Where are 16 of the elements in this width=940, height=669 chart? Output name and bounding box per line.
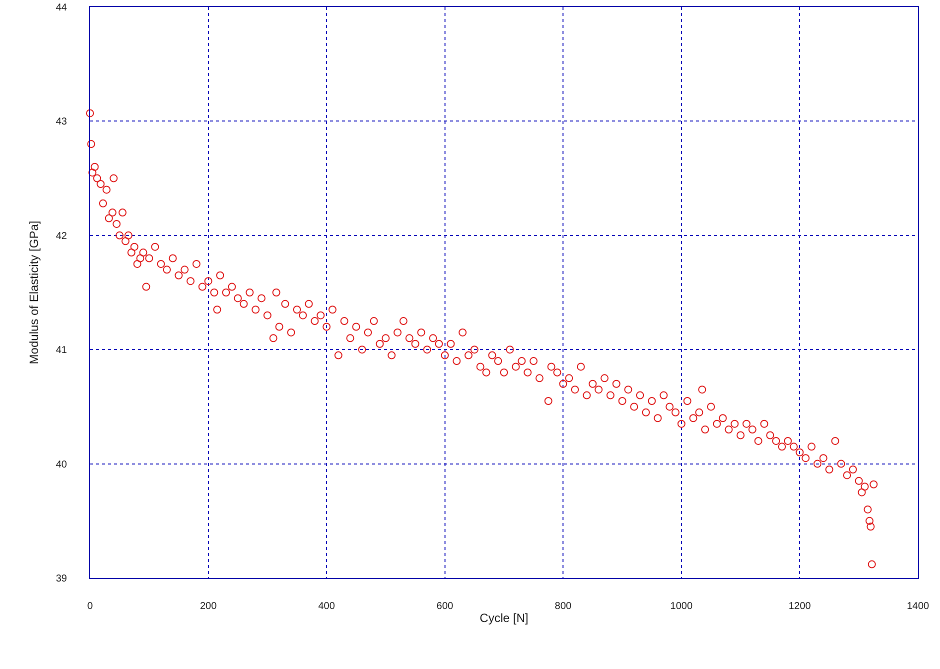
x-tick-label: 200 <box>200 601 218 612</box>
x-tick-label: 1000 <box>670 601 693 612</box>
x-tick-label: 800 <box>554 601 572 612</box>
x-tick-label: 1200 <box>788 601 812 612</box>
x-tick-label: 600 <box>436 601 454 612</box>
y-tick-label: 39 <box>56 574 68 584</box>
y-tick-label: 44 <box>56 2 68 14</box>
y-tick-label: 41 <box>56 345 68 356</box>
x-tick-label: 400 <box>318 601 336 612</box>
x-tick-label: 1400 <box>906 601 930 612</box>
x-axis-title: Cycle [N] <box>480 610 528 625</box>
x-tick-label: 0 <box>87 601 94 612</box>
y-tick-label: 40 <box>56 459 68 470</box>
y-tick-label: 42 <box>56 230 68 242</box>
y-axis-title: Modulus of Elasticity [GPa] <box>27 220 42 364</box>
y-tick-label: 43 <box>56 116 68 128</box>
